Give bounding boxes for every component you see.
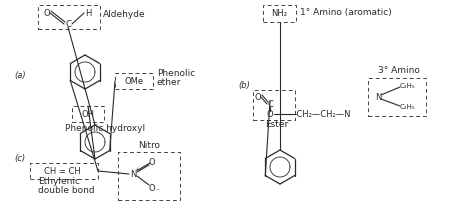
Text: Phenolic hydroxyl: Phenolic hydroxyl <box>65 123 145 132</box>
Bar <box>30 163 98 179</box>
Text: +: + <box>134 167 140 172</box>
Text: NH₂: NH₂ <box>272 9 288 18</box>
Bar <box>368 78 426 116</box>
Text: C₂H₅: C₂H₅ <box>400 104 416 110</box>
Text: C: C <box>65 20 71 29</box>
Bar <box>253 90 295 120</box>
Text: OMe: OMe <box>125 77 144 86</box>
Text: 3° Amino: 3° Amino <box>378 66 420 75</box>
Text: ⁻: ⁻ <box>155 188 159 194</box>
Text: double bond: double bond <box>38 185 95 194</box>
Text: O: O <box>267 110 273 119</box>
Text: Ethylenic: Ethylenic <box>38 176 80 185</box>
Text: OH: OH <box>82 110 94 119</box>
Text: O: O <box>255 92 261 101</box>
Text: Nitro: Nitro <box>138 141 160 150</box>
Text: Aldehyde: Aldehyde <box>103 9 146 18</box>
Text: O: O <box>149 158 155 167</box>
Text: (b): (b) <box>238 81 250 90</box>
Text: ether: ether <box>157 77 182 86</box>
Bar <box>115 73 153 89</box>
Bar <box>38 5 100 29</box>
Text: (a): (a) <box>14 70 26 79</box>
Text: C: C <box>267 99 273 108</box>
Text: C₂H₅: C₂H₅ <box>400 83 416 89</box>
Bar <box>263 5 296 22</box>
Text: O: O <box>44 9 50 18</box>
Text: Ester: Ester <box>265 119 288 128</box>
Text: (c): (c) <box>14 154 25 163</box>
Text: H: H <box>85 9 91 18</box>
Text: O: O <box>149 183 155 192</box>
Text: Phenolic: Phenolic <box>157 68 195 77</box>
Text: N: N <box>130 169 136 178</box>
Bar <box>72 106 104 122</box>
Text: N: N <box>375 92 381 101</box>
Text: —CH₂—CH₂—N: —CH₂—CH₂—N <box>289 110 351 119</box>
Bar <box>118 152 180 200</box>
Text: 1° Amino (aromatic): 1° Amino (aromatic) <box>300 7 392 16</box>
Text: CH = CH: CH = CH <box>44 167 81 176</box>
